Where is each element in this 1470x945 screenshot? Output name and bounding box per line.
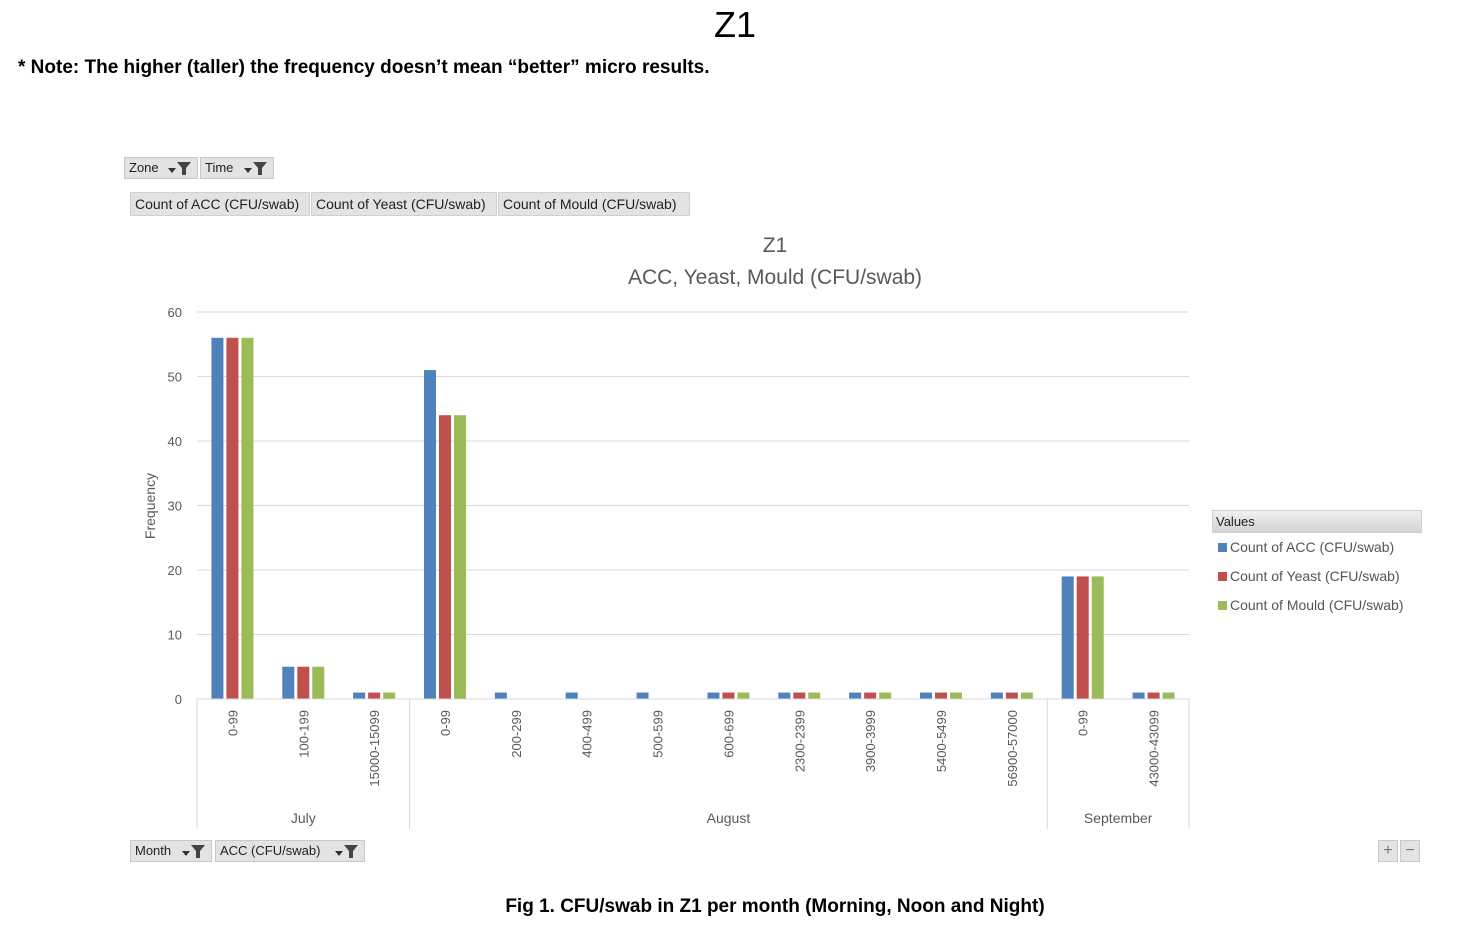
note-text: * Note: The higher (taller) the frequenc…: [18, 57, 710, 78]
x-tick-label: 0-99: [1076, 710, 1091, 736]
bar: [1162, 692, 1175, 699]
bar: [879, 692, 892, 699]
x-tick-label: 0-99: [225, 710, 240, 736]
x-tick-label: 600-699: [721, 710, 736, 758]
acc-filter-label: ACC (CFU/swab): [220, 843, 321, 858]
figure-caption: Fig 1. CFU/swab in Z1 per month (Morning…: [505, 896, 1045, 917]
x-tick-label: 2300-2399: [792, 710, 807, 772]
legend: Values Count of ACC (CFU/swab) Count of …: [1212, 510, 1422, 620]
bar: [1061, 576, 1074, 699]
x-group-label: July: [291, 810, 316, 826]
legend-swatch-acc: [1218, 543, 1227, 552]
bar: [494, 692, 507, 699]
chart-title: Z1: [763, 234, 788, 257]
y-tick-label: 10: [168, 628, 182, 643]
bar: [312, 666, 325, 699]
bar: [707, 692, 720, 699]
bar: [439, 415, 451, 699]
legend-swatch-mould: [1218, 601, 1227, 610]
x-tick-label: 5400-5499: [934, 710, 949, 772]
bar: [241, 337, 254, 699]
legend-header[interactable]: Values: [1212, 510, 1422, 533]
legend-label-yeast: Count of Yeast (CFU/swab): [1230, 568, 1400, 584]
y-tick-label: 30: [168, 499, 182, 514]
zone-filter-button[interactable]: Zone: [124, 157, 198, 179]
bar: [1076, 576, 1089, 699]
bar: [368, 692, 381, 699]
filter-icon: [334, 843, 360, 859]
x-group-label: August: [707, 810, 751, 826]
bar: [1020, 692, 1033, 699]
filter-icon: [243, 160, 269, 176]
value-field-yeast[interactable]: Count of Yeast (CFU/swab): [311, 192, 497, 216]
bar: [793, 692, 806, 699]
value-field-mould[interactable]: Count of Mould (CFU/swab): [498, 192, 690, 216]
x-tick-label: 15000-15099: [367, 710, 382, 787]
bar: [1147, 692, 1160, 699]
page-title: Z1: [713, 4, 756, 45]
bar: [1091, 576, 1104, 699]
bar: [808, 692, 821, 699]
bar: [737, 692, 750, 699]
y-tick-label: 20: [168, 563, 182, 578]
filter-icon: [181, 843, 207, 859]
bar: [722, 692, 735, 699]
bar: [353, 692, 366, 699]
chart-subtitle: ACC, Yeast, Mould (CFU/swab): [628, 266, 922, 289]
bar: [424, 370, 436, 699]
y-tick-label: 60: [168, 305, 182, 320]
legend-label-acc: Count of ACC (CFU/swab): [1230, 539, 1395, 555]
bar: [864, 692, 877, 699]
bar: [1132, 692, 1145, 699]
x-tick-label: 43000-43099: [1147, 710, 1162, 787]
legend-label-mould: Count of Mould (CFU/swab): [1230, 597, 1404, 613]
x-tick-label: 56900-57000: [1005, 710, 1020, 787]
x-tick-label: 100-199: [296, 710, 311, 758]
bar: [226, 337, 239, 699]
month-filter-button[interactable]: Month: [130, 840, 212, 862]
bar: [282, 666, 295, 699]
legend-item-acc: Count of ACC (CFU/swab): [1212, 533, 1422, 562]
zone-filter-label: Zone: [129, 160, 159, 175]
legend-item-mould: Count of Mould (CFU/swab): [1212, 591, 1422, 620]
y-axis-title: Frequency: [142, 473, 158, 539]
x-tick-label: 500-599: [651, 710, 666, 758]
bar: [211, 337, 224, 699]
time-filter-button[interactable]: Time: [200, 157, 274, 179]
bar: [454, 415, 466, 699]
legend-swatch-yeast: [1218, 572, 1227, 581]
time-filter-label: Time: [205, 160, 234, 175]
expand-button[interactable]: +: [1378, 840, 1398, 862]
acc-filter-button[interactable]: ACC (CFU/swab): [215, 840, 365, 862]
x-tick-label: 400-499: [580, 710, 595, 758]
bar: [565, 692, 578, 699]
month-filter-label: Month: [135, 843, 172, 858]
bar: [950, 692, 962, 699]
x-tick-label: 3900-3999: [863, 710, 878, 772]
bar: [297, 666, 310, 699]
y-tick-label: 0: [175, 692, 182, 707]
x-tick-label: 200-299: [509, 710, 524, 758]
y-tick-label: 50: [168, 370, 182, 385]
legend-item-yeast: Count of Yeast (CFU/swab): [1212, 562, 1422, 591]
value-field-acc[interactable]: Count of ACC (CFU/swab): [130, 192, 310, 216]
y-tick-label: 40: [168, 434, 182, 449]
bar: [1005, 692, 1018, 699]
bar: [778, 692, 791, 699]
bar: [383, 692, 396, 699]
bar: [849, 692, 862, 699]
bar: [935, 692, 947, 699]
x-group-label: September: [1084, 810, 1153, 826]
bar: [990, 692, 1003, 699]
collapse-button[interactable]: −: [1400, 840, 1420, 862]
bar: [920, 692, 932, 699]
filter-icon: [167, 160, 193, 176]
x-tick-label: 0-99: [438, 710, 453, 736]
bar: [636, 692, 649, 699]
